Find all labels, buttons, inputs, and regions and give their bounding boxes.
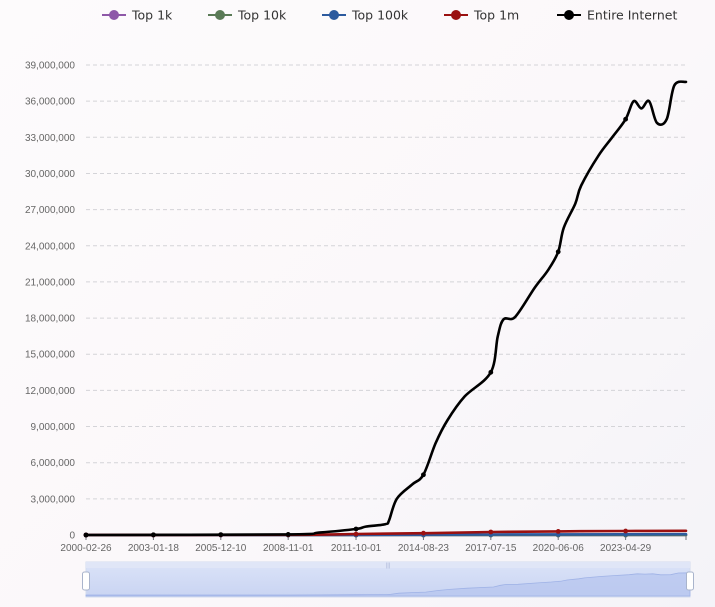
data-point[interactable] <box>285 531 291 537</box>
legend-label: Entire Internet <box>587 8 677 23</box>
x-tick-label: 2014-08-23 <box>398 543 450 554</box>
x-tick-label: 2017-07-15 <box>465 543 517 554</box>
legend-item-top-1k[interactable]: Top 1k <box>102 8 173 23</box>
zoom-grip-icon: ||| <box>386 563 391 569</box>
legend-marker <box>329 10 339 20</box>
series-line-entire-internet <box>84 80 688 537</box>
data-point[interactable] <box>83 532 89 538</box>
y-tick-label: 36,000,000 <box>25 97 75 108</box>
x-tick-label: 2011-10-01 <box>331 543 382 554</box>
x-tick-label: 2003-01-18 <box>128 543 180 554</box>
y-axis: 0 3,000,000 6,000,000 9,000,000 12,000,000 15… <box>25 61 76 542</box>
y-tick-label: 27,000,000 <box>25 205 75 216</box>
x-axis: 2000-02-26 2003-01-18 2005-12-10 2008-11-01… <box>60 534 687 554</box>
legend-item-top-100k[interactable]: Top 100k <box>322 8 409 23</box>
data-point[interactable] <box>421 530 426 536</box>
zoom-slider[interactable]: ||| <box>82 561 694 598</box>
zoom-handle-right[interactable] <box>686 571 694 591</box>
data-point[interactable] <box>623 116 629 122</box>
data-point[interactable] <box>488 529 494 535</box>
data-point[interactable] <box>421 472 426 478</box>
data-point[interactable] <box>488 369 494 375</box>
legend-marker <box>564 10 574 20</box>
zoom-handle-left[interactable] <box>82 571 90 591</box>
data-point[interactable] <box>150 532 156 538</box>
data-point[interactable] <box>353 531 359 537</box>
legend-item-entire-internet[interactable]: Entire Internet <box>557 8 677 23</box>
y-tick-label: 30,000,000 <box>25 169 75 180</box>
legend: Top 1k Top 10k Top 100k Top 1m Entire Intern… <box>102 8 677 23</box>
legend-label: Top 1m <box>473 8 519 23</box>
x-tick-label: 2000-02-26 <box>60 543 112 554</box>
x-tick-label: 2020-06-06 <box>533 543 585 554</box>
y-tick-label: 0 <box>69 531 75 542</box>
y-tick-label: 9,000,000 <box>31 422 76 433</box>
data-point[interactable] <box>555 528 561 534</box>
legend-marker <box>109 10 119 20</box>
y-tick-label: 12,000,000 <box>25 386 75 397</box>
grid <box>86 64 686 500</box>
legend-label: Top 10k <box>237 8 287 23</box>
zoom-drag-bar[interactable] <box>86 562 690 568</box>
y-tick-label: 3,000,000 <box>31 494 76 505</box>
legend-marker <box>215 10 225 20</box>
y-tick-label: 24,000,000 <box>25 241 75 252</box>
legend-label: Top 1k <box>131 8 173 23</box>
data-point[interactable] <box>555 249 561 255</box>
x-tick-label: 2005-12-10 <box>195 543 247 554</box>
y-tick-label: 39,000,000 <box>25 61 75 72</box>
series-entire-internet <box>83 80 688 538</box>
y-tick-label: 33,000,000 <box>25 133 75 144</box>
legend-item-top-1m[interactable]: Top 1m <box>444 8 519 23</box>
x-tick-label: 2023-04-29 <box>600 543 652 554</box>
y-tick-label: 21,000,000 <box>25 277 75 288</box>
y-tick-label: 6,000,000 <box>31 458 76 469</box>
data-point[interactable] <box>353 526 359 532</box>
zoom-overview-area <box>85 572 691 597</box>
legend-marker <box>451 10 461 20</box>
x-tick-label: 2008-11-01 <box>263 543 314 554</box>
data-point[interactable] <box>218 532 224 537</box>
legend-item-top-10k[interactable]: Top 10k <box>208 8 287 23</box>
plot-area <box>83 80 688 538</box>
data-point[interactable] <box>623 528 629 534</box>
y-tick-label: 18,000,000 <box>25 314 75 325</box>
y-tick-label: 15,000,000 <box>25 350 75 361</box>
legend-label: Top 100k <box>351 8 409 23</box>
